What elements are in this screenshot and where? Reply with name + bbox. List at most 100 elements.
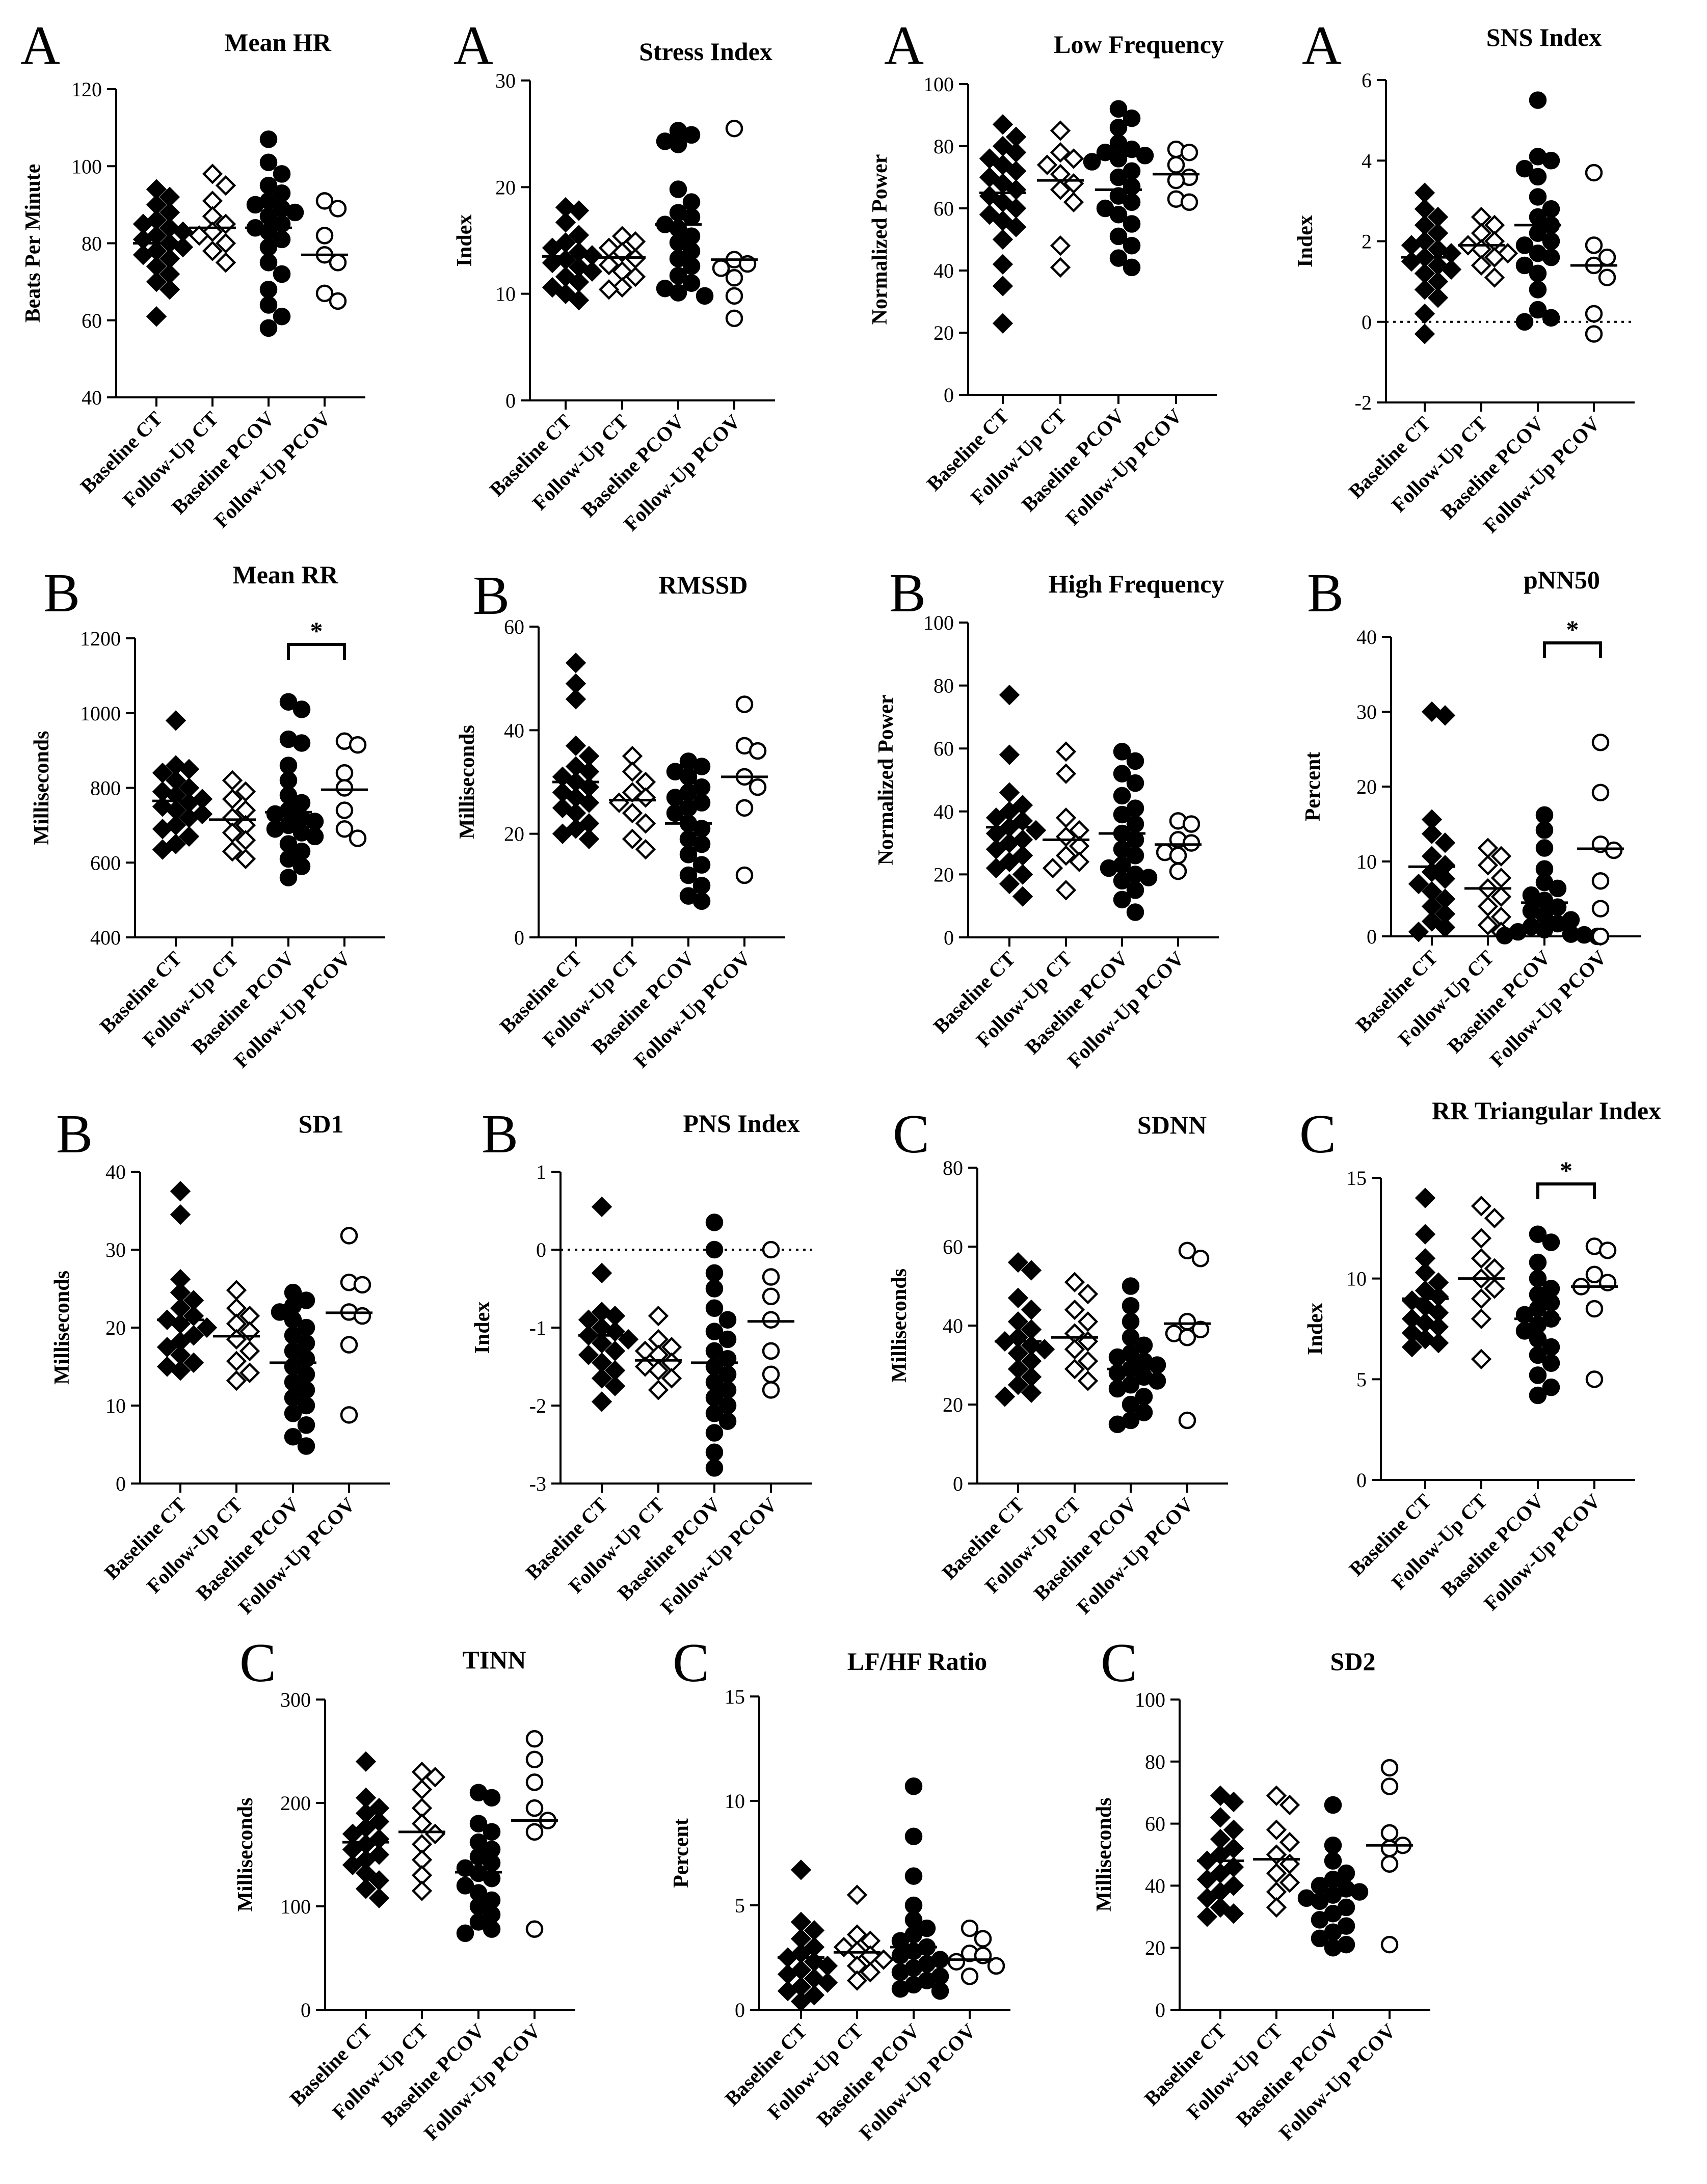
series-baseline-ct (994, 1252, 1055, 1407)
data-point (1050, 235, 1071, 256)
data-point (718, 1311, 737, 1329)
data-point (1585, 1370, 1604, 1388)
data-point (725, 309, 743, 328)
panel-letter: A (20, 15, 60, 76)
data-point (846, 1884, 868, 1905)
series-baseline-ct (979, 114, 1027, 334)
data-point (735, 866, 754, 884)
y-tick-label: 600 (90, 851, 121, 874)
data-point (1063, 192, 1084, 212)
panel-letter: B (889, 563, 926, 624)
data-point (1529, 1346, 1547, 1364)
data-point (1012, 886, 1033, 907)
data-point (735, 799, 754, 817)
data-point (735, 695, 754, 713)
data-point (1380, 1824, 1399, 1842)
series-baseline-ct (542, 197, 603, 311)
chart-title: LF/HF Ratio (847, 1647, 988, 1676)
data-point (891, 1980, 910, 1998)
data-point (749, 742, 767, 760)
series-follow-up-pcov (721, 695, 768, 884)
y-axis-label: Milliseconds (50, 1271, 74, 1385)
data-point (1180, 143, 1198, 161)
x-tick-label: Follow-Up CT (1182, 2019, 1287, 2124)
data-point (273, 230, 291, 249)
chart-title: SD1 (299, 1110, 344, 1138)
data-point (669, 136, 687, 153)
series-baseline-ct (985, 684, 1047, 907)
data-point (215, 175, 236, 196)
series-follow-up-ct (398, 1761, 446, 1901)
data-point (961, 1967, 979, 1985)
series-baseline-pcov (1099, 743, 1158, 921)
data-point (1113, 743, 1131, 761)
y-tick-label: 60 (943, 1235, 963, 1258)
data-point (712, 259, 730, 277)
data-point (525, 1730, 544, 1748)
y-tick-label: 0 (944, 384, 954, 407)
data-point (1471, 1288, 1492, 1309)
chart-title: Mean RR (233, 560, 339, 589)
y-tick-label: -1 (529, 1316, 546, 1339)
data-point (1542, 309, 1560, 327)
series-follow-up-ct (213, 1280, 260, 1391)
y-tick-label: 0 (1155, 1999, 1165, 2021)
data-point (1415, 1329, 1436, 1350)
data-point (696, 287, 714, 305)
y-tick-label: 2 (1362, 230, 1372, 253)
data-point (1542, 1233, 1560, 1251)
data-point (725, 119, 743, 138)
series-follow-up-ct (833, 1884, 894, 1991)
significance-bracket (287, 643, 346, 660)
y-tick-label: 30 (1356, 700, 1377, 723)
data-point (598, 254, 620, 276)
data-point (1529, 1386, 1547, 1405)
data-point (1182, 815, 1201, 833)
data-point (1005, 217, 1027, 237)
data-point (622, 828, 643, 850)
data-point (682, 208, 701, 226)
data-point (183, 1325, 204, 1346)
data-point (705, 1459, 724, 1477)
data-point (1591, 900, 1610, 918)
y-axis-label: Normalized Power (874, 695, 898, 866)
data-point (1077, 1283, 1099, 1305)
data-point (1585, 1300, 1604, 1318)
y-tick-label: 100 (1135, 1688, 1165, 1711)
data-point (297, 1396, 315, 1415)
data-point (568, 200, 590, 221)
series-follow-up-pcov (1164, 1242, 1211, 1430)
data-point (1311, 1911, 1329, 1929)
series-follow-up-pcov (1153, 140, 1199, 211)
y-tick-label: 10 (495, 283, 516, 306)
data-point (1515, 313, 1534, 331)
data-point (1415, 1262, 1436, 1283)
data-point (1178, 1329, 1196, 1346)
data-point (1434, 917, 1456, 938)
data-point (987, 1957, 1005, 1975)
data-point (1585, 1265, 1604, 1284)
y-tick-label: 0 (944, 926, 954, 949)
y-tick-label: 0 (505, 389, 516, 412)
data-point (411, 1779, 433, 1800)
series-follow-up-ct (1051, 1272, 1099, 1391)
data-point (999, 851, 1020, 872)
data-point (692, 877, 711, 895)
data-point (239, 1362, 260, 1383)
y-axis-label: Milliseconds (456, 725, 479, 839)
data-point (1605, 841, 1623, 859)
data-point (273, 265, 291, 283)
y-tick-label: 60 (1145, 1813, 1165, 1836)
data-point (1529, 281, 1547, 299)
y-tick-label: -2 (1355, 391, 1372, 414)
data-point (598, 279, 620, 300)
data-point (1529, 1225, 1547, 1243)
data-point (222, 770, 243, 791)
data-point (1223, 1875, 1244, 1896)
data-point (456, 1877, 474, 1895)
y-tick-label: 0 (1367, 925, 1377, 948)
chart-title: PNS Index (683, 1109, 799, 1138)
chart-title: High Frequency (1049, 570, 1224, 598)
data-point (661, 1368, 682, 1389)
